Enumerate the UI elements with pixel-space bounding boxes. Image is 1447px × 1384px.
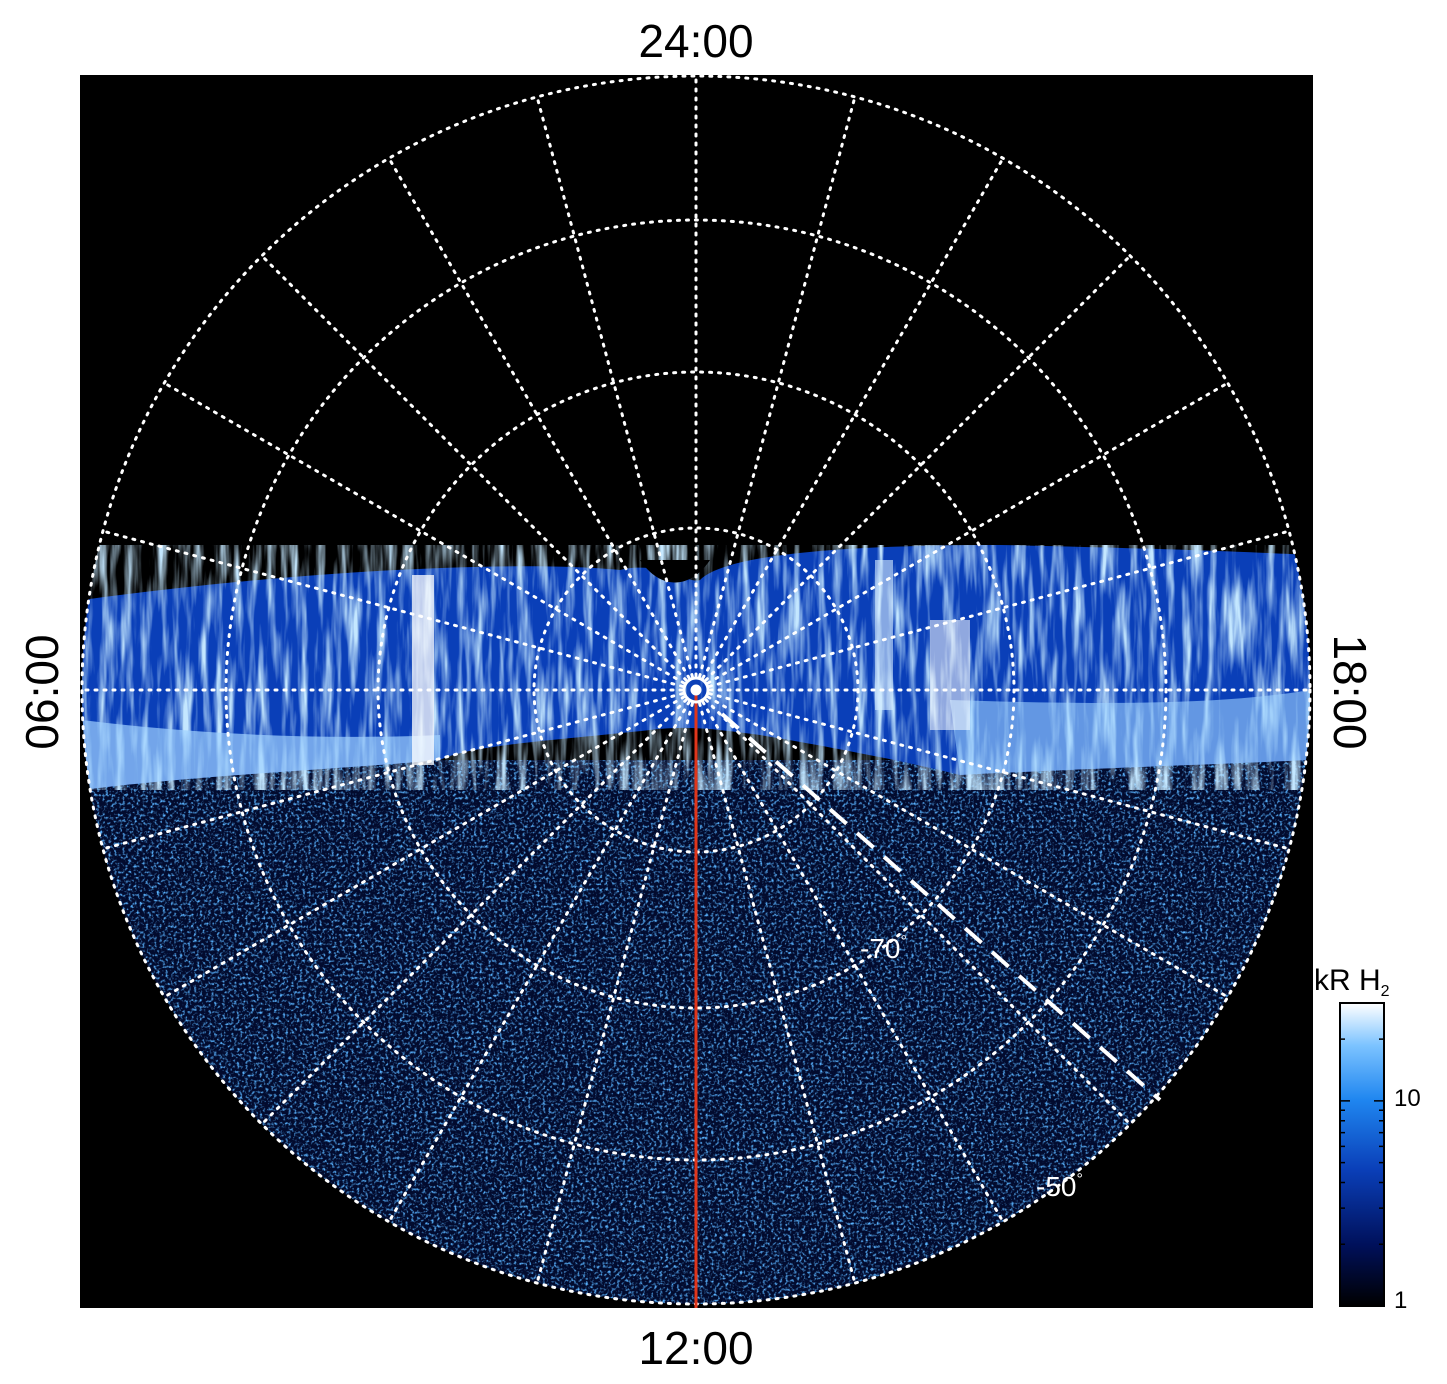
meridian-line	[260, 698, 688, 1126]
colorbar-tick-label-1: 1	[1394, 1287, 1407, 1314]
meridian-line	[162, 695, 686, 999]
meridian-line	[704, 698, 1132, 1126]
meridian-line	[260, 254, 688, 682]
meridian-line	[387, 156, 691, 680]
meridian-line	[698, 95, 857, 678]
local-time-label-left: 06:00	[16, 634, 68, 749]
meridian-line	[706, 695, 1230, 999]
meridian-line	[387, 700, 691, 1224]
pole-marker	[682, 676, 710, 704]
latitude-label-50: -50°	[1036, 1171, 1083, 1202]
meridian-line	[704, 254, 1132, 682]
colorbar-tick-label-10: 10	[1394, 1085, 1421, 1112]
meridian-line	[535, 95, 694, 678]
latitude-label-70: -70°	[860, 933, 907, 964]
meridian-line	[162, 381, 686, 685]
meridian-line	[708, 692, 1291, 851]
dashed-track-line	[720, 712, 1162, 1102]
meridian-line	[101, 692, 684, 851]
meridian-line	[706, 381, 1230, 685]
meridian-line	[101, 529, 684, 688]
local-time-label-top: 24:00	[638, 15, 753, 67]
colorbar: kR H2 10 1	[1314, 964, 1421, 1314]
meridian-line	[708, 529, 1291, 688]
meridian-line	[701, 156, 1005, 680]
colorbar-gradient	[1339, 1002, 1385, 1307]
meridian-grid	[80, 75, 1312, 1306]
local-time-label-right: 18:00	[1324, 634, 1376, 749]
colorbar-ticks	[1340, 1002, 1384, 1307]
meridian-line	[698, 702, 857, 1285]
meridian-line	[535, 702, 694, 1285]
colorbar-title: kR H2	[1314, 964, 1390, 1000]
local-time-label-bottom: 12:00	[638, 1322, 753, 1374]
meridian-line	[701, 700, 1005, 1224]
